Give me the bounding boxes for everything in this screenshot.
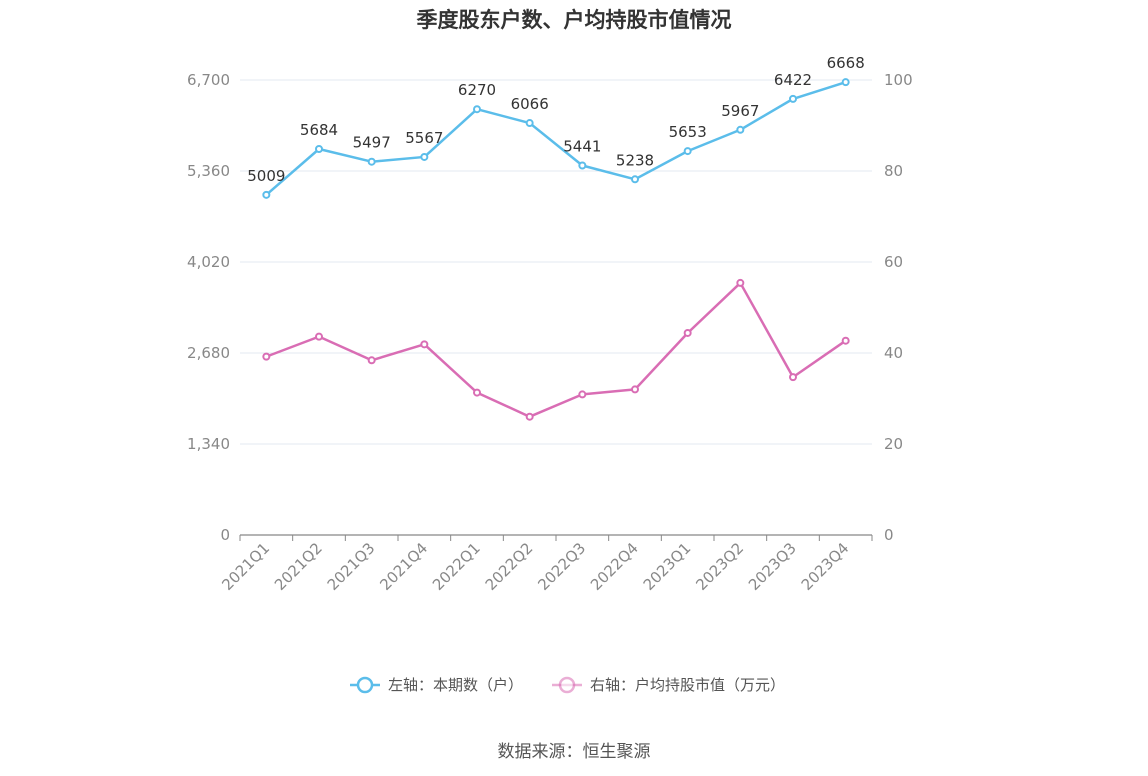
- data-label: 6270: [458, 81, 496, 99]
- legend-label-2: 右轴：户均持股市值（万元）: [590, 676, 785, 694]
- right-tick-label: 40: [884, 344, 903, 362]
- x-tick-label: 2023Q4: [798, 539, 853, 594]
- data-point-2: [525, 412, 534, 421]
- data-point-1: [315, 144, 323, 153]
- data-point-1: [789, 94, 797, 103]
- data-label: 6066: [511, 95, 549, 113]
- data-point-1: [473, 105, 481, 114]
- x-tick-label: 2022Q3: [534, 539, 589, 594]
- right-tick-label: 20: [884, 435, 903, 453]
- data-point-1: [262, 190, 271, 199]
- x-tick-label: 2023Q2: [692, 539, 747, 594]
- data-point-2: [631, 385, 639, 394]
- data-label: 6668: [827, 54, 865, 72]
- x-tick-label: 2022Q1: [429, 539, 484, 594]
- left-tick-label: 6,700: [187, 71, 230, 89]
- left-tick-label: 1,340: [187, 435, 230, 453]
- series-line-2: [265, 281, 847, 418]
- x-tick-label: 2023Q3: [745, 539, 800, 594]
- data-label: 5441: [563, 137, 601, 155]
- data-label: 5684: [300, 121, 338, 139]
- right-tick-label: 60: [884, 253, 903, 271]
- data-label: 5009: [247, 167, 285, 185]
- x-tick-label: 2021Q1: [218, 539, 273, 594]
- data-point-1: [367, 157, 376, 166]
- right-tick-label: 0: [884, 526, 894, 544]
- data-point-1: [631, 175, 639, 184]
- x-tick-label: 2023Q1: [640, 539, 695, 594]
- data-point-1: [841, 78, 850, 87]
- data-source: 数据来源：恒生聚源: [497, 742, 651, 762]
- data-point-2: [420, 340, 429, 349]
- x-tick-label: 2022Q2: [482, 539, 537, 594]
- data-point-1: [578, 161, 587, 170]
- data-point-2: [578, 390, 587, 399]
- data-point-2: [789, 373, 797, 382]
- right-tick-label: 80: [884, 162, 903, 180]
- data-label: 5567: [405, 129, 443, 147]
- data-point-1: [683, 147, 692, 156]
- left-tick-label: 4,020: [187, 253, 230, 271]
- data-point-2: [367, 356, 376, 365]
- x-tick-label: 2021Q2: [271, 539, 326, 594]
- data-point-1: [525, 119, 534, 128]
- series-line-1: [265, 80, 847, 196]
- x-axis: 2021Q12021Q22021Q32021Q42022Q12022Q22022…: [218, 534, 873, 594]
- data-point-1: [420, 152, 429, 161]
- data-label: 5967: [721, 102, 759, 120]
- right-tick-label: 100: [884, 71, 913, 89]
- data-point-2: [262, 352, 271, 361]
- data-point-1: [736, 125, 745, 134]
- data-point-2: [683, 328, 692, 337]
- data-label: 6422: [774, 71, 812, 89]
- data-label: 5497: [353, 134, 391, 152]
- legend: 左轴：本期数（户） 右轴：户均持股市值（万元）: [350, 676, 785, 694]
- x-tick-label: 2021Q3: [324, 539, 379, 594]
- data-label: 5238: [616, 151, 654, 169]
- left-tick-label: 0: [220, 526, 230, 544]
- data-point-2: [315, 332, 323, 341]
- data-point-2: [841, 336, 850, 345]
- legend-label-1: 左轴：本期数（户）: [388, 676, 523, 694]
- left-tick-label: 2,680: [187, 344, 230, 362]
- data-label: 5653: [669, 123, 707, 141]
- x-tick-label: 2022Q4: [587, 539, 642, 594]
- data-point-2: [473, 388, 481, 397]
- series-layer: 5009 5684 5497 5567 6270 6066 5441 5238 5653 5967…: [247, 54, 865, 421]
- left-tick-label: 5,360: [187, 162, 230, 180]
- chart-title: 季度股东户数、户均持股市值情况: [416, 8, 732, 32]
- right-y-axis: 0 20 40 60 80 100: [884, 71, 913, 544]
- legend-marker-2: [558, 676, 576, 694]
- grid-lines: [240, 79, 872, 445]
- data-point-2: [736, 278, 745, 287]
- left-y-axis: 0 1,340 2,680 4,020 5,360 6,700: [187, 71, 230, 544]
- x-tick-label: 2021Q4: [376, 539, 431, 594]
- legend-marker-1: [356, 676, 374, 694]
